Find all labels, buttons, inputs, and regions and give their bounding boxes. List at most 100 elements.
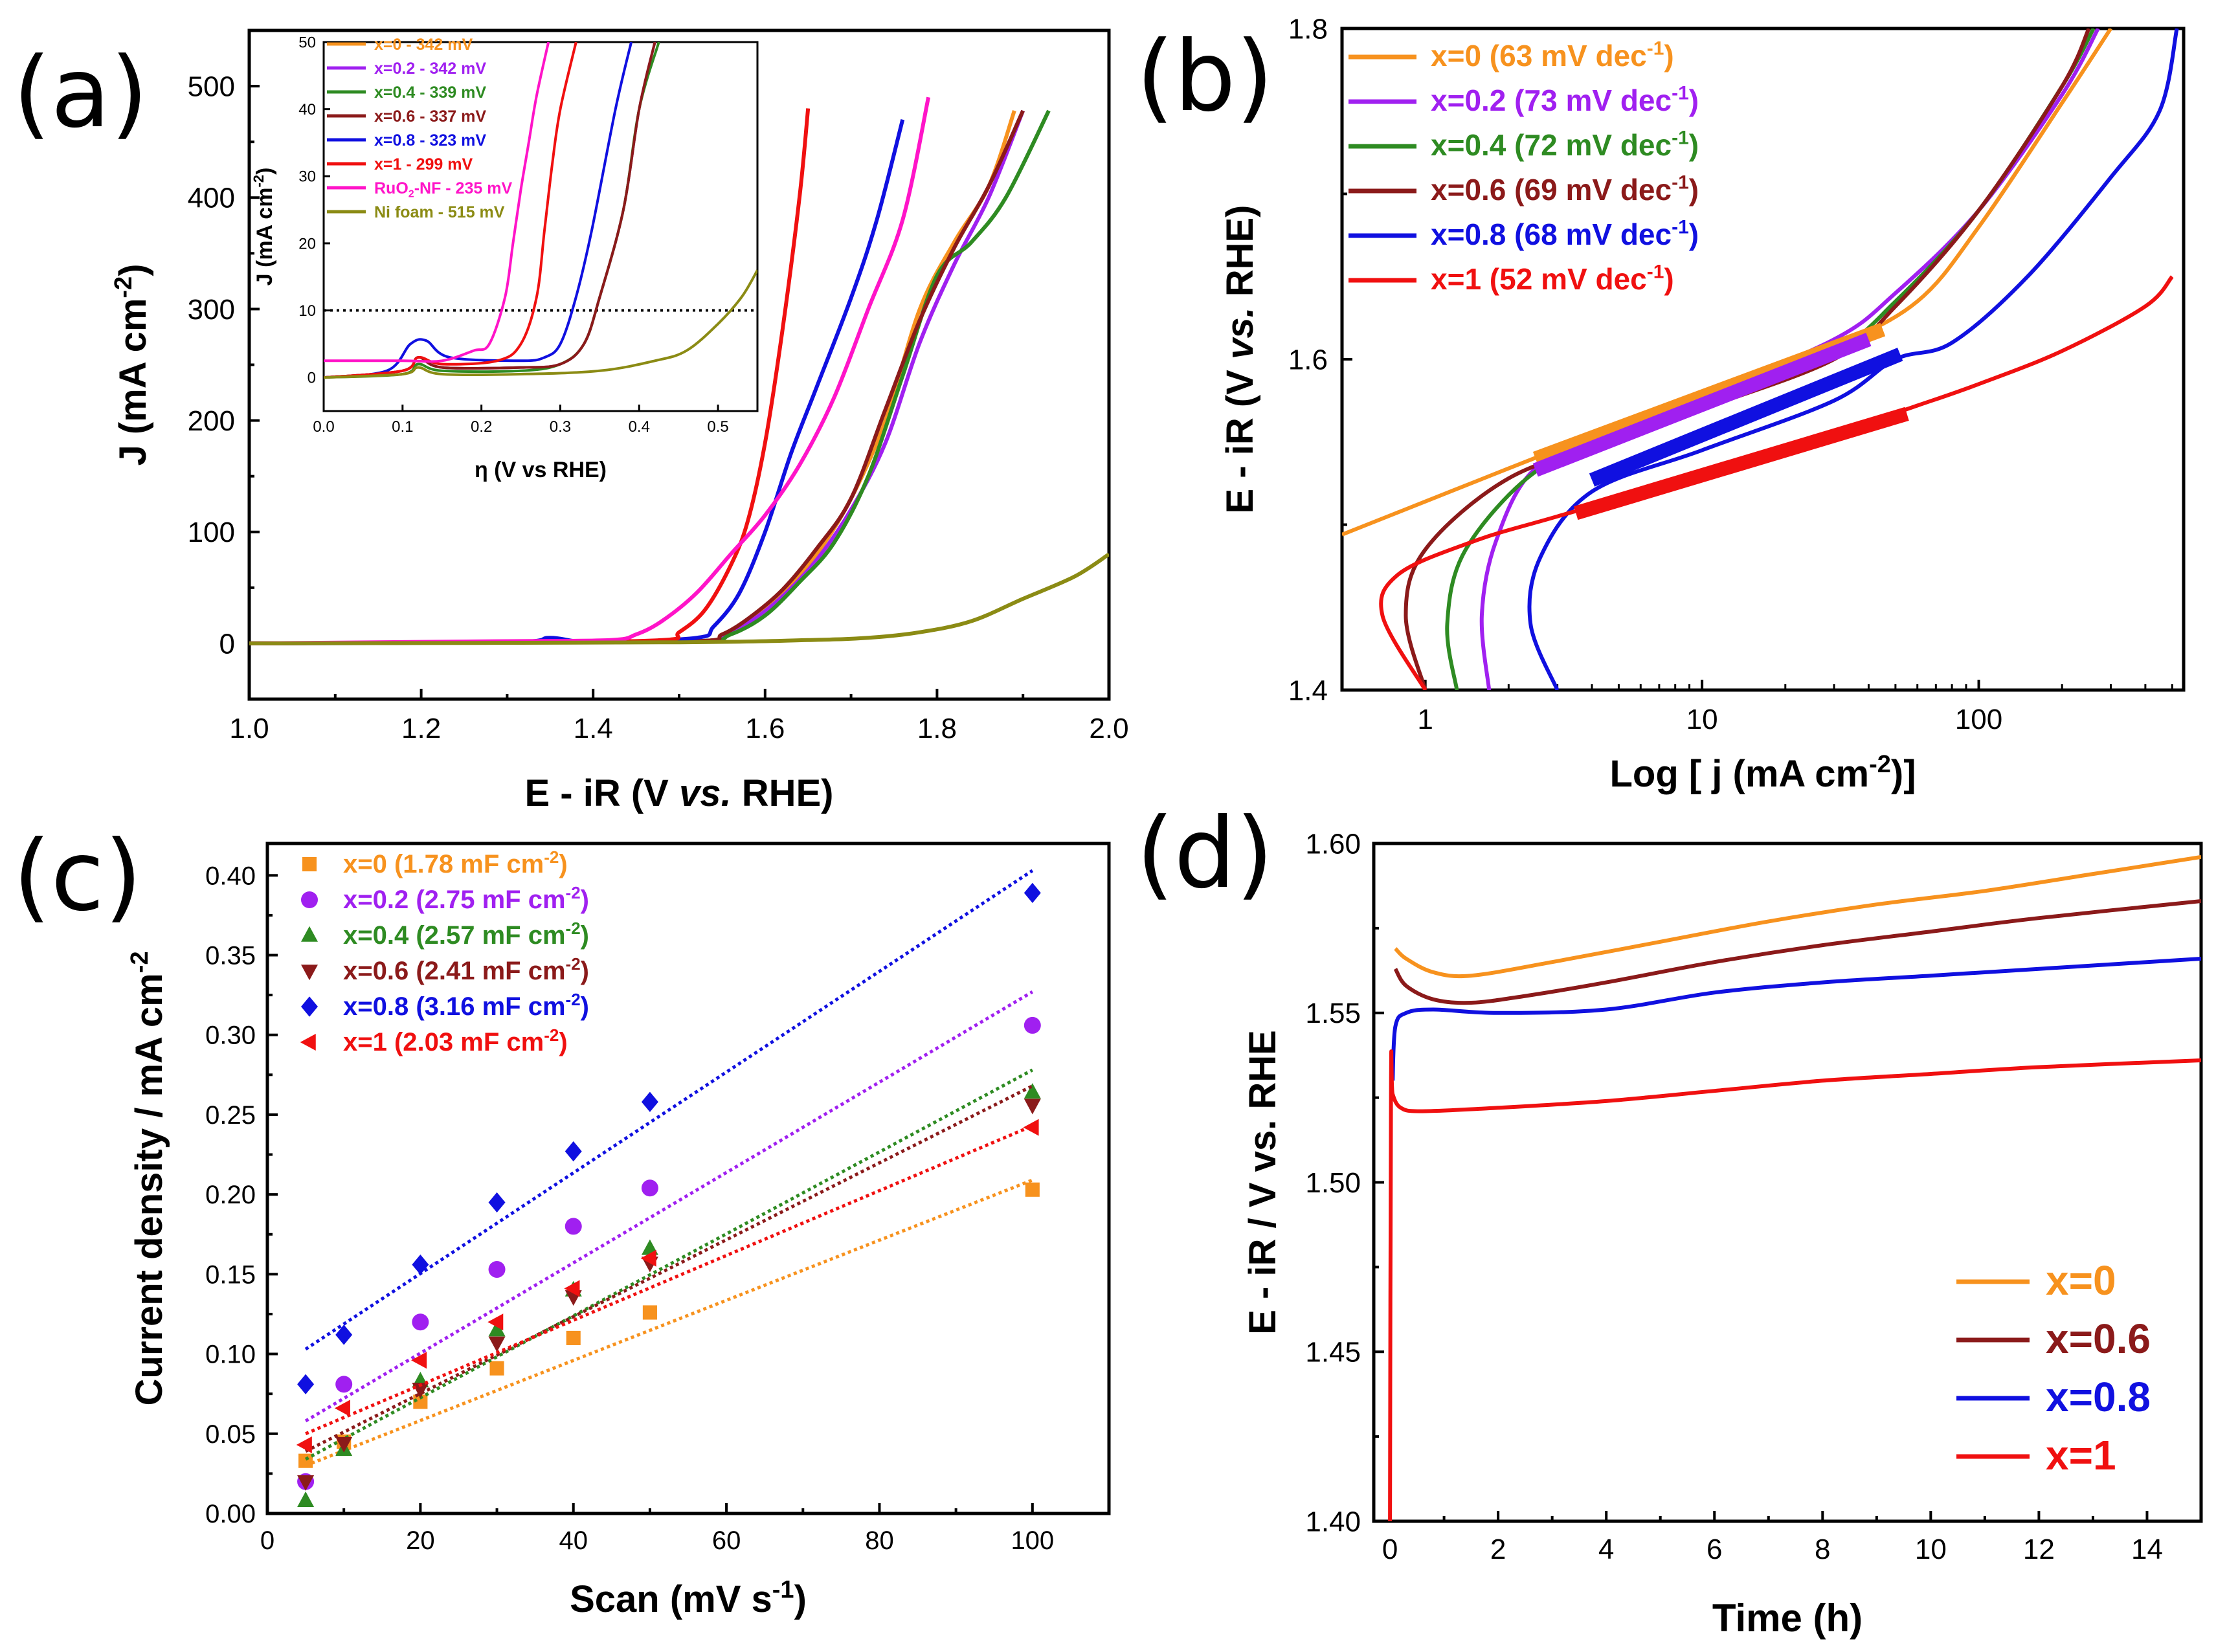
panel-c-x-tick-label: 100 — [1011, 1526, 1054, 1555]
panel-a-series-ni-foam — [249, 552, 1109, 645]
panel-b-y-tick-label: 1.8 — [1288, 13, 1328, 45]
panel-b-y-tick-label: 1.4 — [1288, 675, 1328, 706]
panel-b-legend-label-x-0-6-69-mv-dec-1: x=0.6 (69 mV dec-1) — [1431, 172, 1699, 207]
panel-a-inset-series-ni-foam — [324, 269, 757, 379]
panel-a-y-tick-label: 500 — [188, 71, 235, 102]
panel-a-y-tick-label: 400 — [188, 183, 235, 214]
panel-d-series-x-0-6 — [1393, 899, 2201, 1005]
panel-b-series-x-0-8 — [1527, 28, 2179, 690]
panel-d-series-x-0-8 — [1391, 957, 2201, 1081]
panel-c-chart: 0 20 40 60 80 100 0.00 0.05 0.10 0.15 0.20 0.25 0.30… — [126, 842, 1111, 1620]
panel-d-x-axis-label: Time (h) — [1712, 1596, 1863, 1640]
panel-a-y-axis-label: J (mA cm-2) — [110, 263, 154, 465]
panel-c-fit-line-x-1 — [305, 1124, 1033, 1436]
panel-c-point-x-0-8 — [1024, 882, 1041, 903]
panel-c-y-tick-label: 0.40 — [205, 862, 256, 890]
panel-d-y-tick-label: 1.50 — [1305, 1167, 1361, 1199]
panel-a-inset-legend-label-x-0-2: x=0.2 - 342 mV — [374, 60, 486, 78]
panel-c-y-axis-label: Current density / mA cm-2 — [126, 951, 170, 1405]
panel-c-point-x-0-8 — [488, 1192, 506, 1213]
panel-b-x-tick-label: 1 — [1417, 704, 1433, 735]
panel-c-point-x-0-2 — [641, 1179, 658, 1197]
panel-c-legend-label-x-0-4: x=0.4 (2.57 mF cm-2) — [343, 919, 589, 950]
panel-a-x-tick-label: 1.8 — [917, 713, 957, 744]
panel-c-point-x-0-6 — [1024, 1099, 1041, 1115]
panel-a-inset-legend-label-x-1: x=1 - 299 mV — [374, 155, 473, 173]
panel-a-inset-x-tick-label: 0.5 — [707, 418, 728, 436]
panel-b-legend: x=0 (63 mV dec-1) x=0.2 (73 mV dec-1) x=0.… — [1349, 38, 1699, 296]
panel-b-x-axis-label: Log [ j (mA cm-2)] — [1609, 751, 1916, 795]
panel-letter-b: (b) — [1136, 21, 1273, 133]
panel-c-point-x-0-6 — [488, 1336, 506, 1352]
panel-c-point-x-0 — [413, 1394, 428, 1409]
panel-c-series-x-1 — [296, 1119, 1039, 1454]
panel-a-inset-x-tick-label: 0.4 — [629, 418, 650, 436]
panel-a-x-axis-label: E - iR (V vs. RHE) — [525, 772, 834, 814]
panel-c-x-tick-label: 60 — [712, 1526, 741, 1555]
panel-a-inset-series-x-0-8 — [324, 42, 633, 379]
panel-b-legend-label-x-0-4-72-mv-dec-1: x=0.4 (72 mV dec-1) — [1431, 128, 1699, 162]
panel-d-y-tick-label: 1.45 — [1305, 1337, 1361, 1368]
panel-b-tafel-fit-x-0-2 — [1532, 333, 1872, 477]
panel-b-series-group — [1342, 28, 2179, 690]
panel-a-inset-y-tick-label: 30 — [298, 168, 316, 186]
panel-d-legend-label-x-1: x=1 — [2046, 1432, 2116, 1479]
panel-d-x-tick-label: 0 — [1382, 1534, 1398, 1565]
panel-c-x-tick-label: 80 — [865, 1526, 894, 1555]
panel-a-inset-series-ruo2-nf — [324, 42, 550, 363]
panel-d-y-tick-label: 1.40 — [1305, 1506, 1361, 1537]
panel-d-legend-label-x-0: x=0 — [2046, 1257, 2116, 1304]
panel-d-y-tick-label: 1.55 — [1305, 998, 1361, 1029]
panel-c-point-x-0-6 — [412, 1383, 429, 1399]
panel-c-x-tick-label: 20 — [406, 1526, 435, 1555]
panel-a-inset-legend: x=0 - 342 mV x=0.2 - 342 mV x=0.4 - 339 mV… — [327, 36, 512, 221]
panel-a-inset-plot-frame — [322, 41, 759, 412]
panel-c-point-x-1 — [411, 1352, 427, 1369]
panel-c-point-x-0-6 — [335, 1436, 353, 1453]
panel-d-x-tick-label: 12 — [2023, 1534, 2055, 1565]
panel-a-x-tick-label: 1.0 — [229, 713, 269, 744]
panel-a-x-tick-label: 1.2 — [401, 713, 441, 744]
panel-c-fit-line-x-0 — [305, 1178, 1033, 1468]
panel-c-legend-label-x-0-2: x=0.2 (2.75 mF cm-2) — [343, 883, 589, 914]
panel-c-point-x-0-8 — [565, 1141, 582, 1162]
panel-a-inset-y-tick-label: 40 — [298, 101, 316, 118]
panel-a-inset-x-tick-label: 0.0 — [313, 418, 334, 436]
panel-c-y-tick-label: 0.10 — [205, 1341, 256, 1369]
panel-c-legend-marker — [301, 891, 318, 908]
panel-c-point-x-0-8 — [297, 1374, 315, 1394]
panel-c-point-x-0-4 — [1024, 1083, 1041, 1099]
panel-c-fit-line-x-0-8 — [304, 869, 1034, 1351]
panel-letter-c: (c) — [13, 820, 142, 933]
panel-c-point-x-0-8 — [412, 1254, 429, 1275]
panel-a-inset-y-axis-label: J (mA cm-2) — [251, 168, 277, 286]
panel-d-legend-label-x-0-6: x=0.6 — [2046, 1315, 2151, 1362]
panel-c-x-tick-label: 40 — [559, 1526, 588, 1555]
panel-c-y-tick-label: 0.30 — [205, 1021, 256, 1050]
panel-c-point-x-0-8 — [335, 1324, 353, 1345]
panel-a-inset-series-group — [324, 42, 757, 379]
panel-c-y-tick-label: 0.00 — [205, 1500, 256, 1528]
panel-a-inset-x-tick-label: 0.1 — [392, 418, 413, 436]
panel-c-point-x-0-8 — [641, 1091, 658, 1112]
panel-c-legend-marker — [301, 926, 318, 942]
panel-d-x-tick-label: 14 — [2131, 1534, 2163, 1565]
panel-b-y-tick-label: 1.6 — [1288, 344, 1328, 375]
panel-d-series-x-1 — [1388, 1049, 2201, 1521]
panel-d-legend-label-x-0-8: x=0.8 — [2046, 1374, 2151, 1420]
panel-b-x-tick-label: 100 — [1955, 704, 2002, 735]
panel-b-x-tick-label: 10 — [1686, 704, 1718, 735]
panel-a-inset-y-tick-label: 10 — [298, 302, 316, 320]
panel-c-point-x-1 — [640, 1249, 656, 1267]
panel-c-y-tick-label: 0.20 — [205, 1181, 256, 1209]
panel-a-y-tick-label: 300 — [188, 294, 235, 326]
panel-a-inset-x-tick-label: 0.3 — [550, 418, 571, 436]
panel-c-fit-line-x-0-4 — [304, 1068, 1033, 1461]
panel-d-chart: 0 2 4 6 8 10 12 14 1.40 1.45 1.50 1.55 1.60 Time (h) E… — [1242, 828, 2203, 1640]
panel-b-y-axis-label: E - iR (V vs. RHE) — [1219, 205, 1261, 514]
panel-b-tafel-fit-x-1 — [1574, 407, 1909, 520]
panel-d-x-tick-label: 2 — [1490, 1534, 1506, 1565]
panel-a-inset-legend-label-ni-foam: Ni foam - 515 mV — [374, 203, 505, 221]
